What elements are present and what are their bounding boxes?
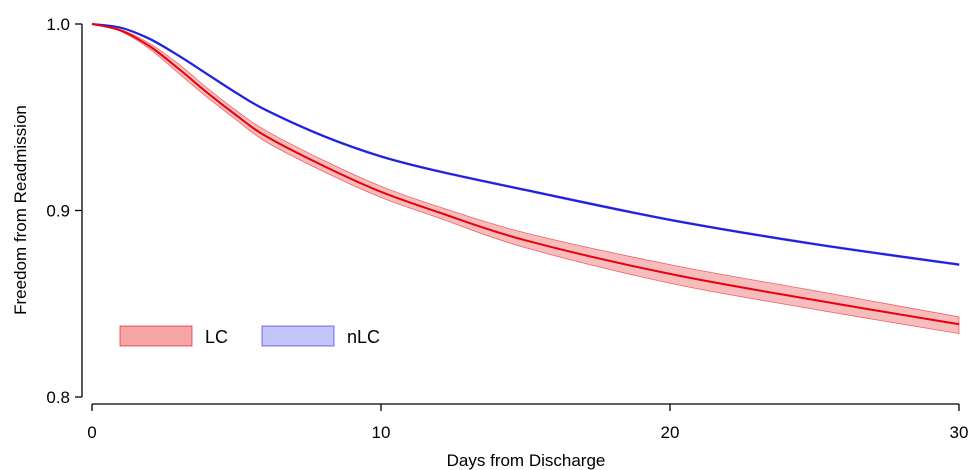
x-axis-ticks: 0 10 20 30: [87, 404, 968, 442]
legend-label-lc: LC: [205, 327, 228, 347]
legend-swatch-nlc: [261, 325, 335, 347]
x-tick-label: 30: [950, 423, 969, 442]
y-tick-label: 0.9: [46, 202, 70, 221]
y-tick-label: 0.8: [46, 388, 70, 407]
x-tick-label: 0: [87, 423, 96, 442]
legend-swatch-lc: [119, 325, 193, 347]
series-line-nlc: [91, 23, 960, 266]
legend: LC nLC: [119, 325, 380, 347]
plot-area: [91, 23, 960, 335]
ci-band-nlc: [91, 23, 960, 266]
y-axis-ticks: 0.8 0.9 1.0: [46, 15, 82, 407]
x-axis-title: Days from Discharge: [447, 451, 606, 470]
y-axis-title: Freedom from Readmission: [11, 105, 30, 315]
legend-label-nlc: nLC: [347, 327, 380, 347]
x-tick-label: 10: [372, 423, 391, 442]
ci-band-lc: [91, 23, 960, 335]
series-line-lc: [91, 23, 960, 326]
y-tick-label: 1.0: [46, 15, 70, 34]
x-tick-label: 20: [661, 423, 680, 442]
